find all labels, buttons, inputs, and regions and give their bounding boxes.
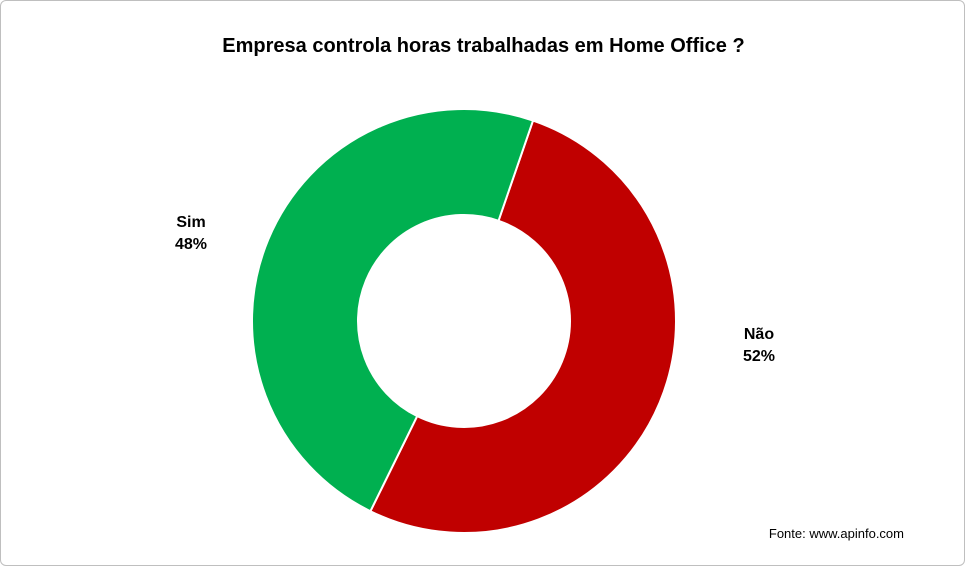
source-note: Fonte: www.apinfo.com xyxy=(768,526,904,541)
slice-nao xyxy=(369,119,677,534)
slice-sim xyxy=(251,108,535,513)
slice-label-sim: Sim 48% xyxy=(151,212,231,256)
slice-value-sim: 48% xyxy=(174,236,208,253)
slice-name-sim: Sim xyxy=(176,214,206,231)
slice-name-nao: Não xyxy=(743,326,775,343)
slice-value-nao: 52% xyxy=(742,348,776,365)
chart-title: Empresa controla horas trabalhadas em Ho… xyxy=(222,35,745,57)
slice-label-nao: Não 52% xyxy=(719,324,799,368)
